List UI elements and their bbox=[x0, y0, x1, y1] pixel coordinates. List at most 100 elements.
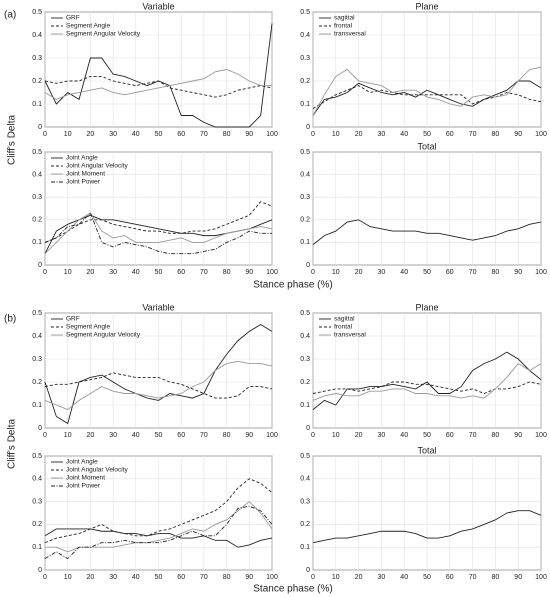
x-tick-label: 10 bbox=[64, 131, 72, 138]
x-tick-label: 100 bbox=[535, 269, 547, 276]
y-tick-label: 0.4 bbox=[32, 333, 42, 340]
y-tick-label: 0.1 bbox=[32, 402, 42, 409]
x-tick-label: 30 bbox=[378, 574, 386, 581]
y-tick-label: 0.4 bbox=[32, 476, 42, 483]
x-tick-label: 10 bbox=[64, 432, 72, 439]
y-tick-label: 0.4 bbox=[300, 333, 310, 340]
y-tick-label: 0.4 bbox=[300, 476, 310, 483]
x-tick-label: 0 bbox=[311, 131, 315, 138]
legend-label: Joint Angular Velocity bbox=[66, 467, 129, 474]
legend-label: Joint Moment bbox=[66, 171, 105, 178]
x-tick-label: 70 bbox=[200, 269, 208, 276]
x-tick-label: 0 bbox=[311, 432, 315, 439]
y-tick-label: 0 bbox=[38, 425, 42, 432]
series-line bbox=[44, 201, 273, 243]
chart-title: Variable bbox=[142, 302, 174, 312]
y-tick-label: 0.1 bbox=[32, 101, 42, 108]
legend-label: GRF bbox=[66, 15, 80, 22]
chart-title: Total bbox=[417, 445, 436, 455]
x-tick-label: 100 bbox=[266, 131, 278, 138]
x-tick-label: 30 bbox=[378, 269, 386, 276]
x-tick-label: 40 bbox=[132, 269, 140, 276]
y-tick-label: 0.3 bbox=[300, 194, 310, 201]
x-tick-label: 50 bbox=[423, 269, 431, 276]
y-tick-label: 0.4 bbox=[300, 171, 310, 178]
series-line bbox=[44, 212, 273, 255]
legend-label: GRF bbox=[66, 316, 80, 323]
x-tick-label: 50 bbox=[423, 574, 431, 581]
y-tick-label: 0.1 bbox=[32, 239, 42, 246]
x-tick-label: 90 bbox=[514, 269, 522, 276]
x-tick-label: 10 bbox=[332, 269, 340, 276]
x-tick-label: 100 bbox=[535, 432, 547, 439]
y-tick-label: 0.1 bbox=[300, 402, 310, 409]
y-tick-label: 0 bbox=[306, 425, 310, 432]
x-tick-label: 80 bbox=[492, 131, 500, 138]
x-tick-label: 40 bbox=[400, 432, 408, 439]
x-tick-label: 80 bbox=[492, 432, 500, 439]
x-tick-label: 60 bbox=[177, 269, 185, 276]
x-tick-label: 30 bbox=[109, 432, 117, 439]
panel-label: (a) bbox=[4, 10, 16, 21]
y-tick-label: 0.5 bbox=[300, 149, 310, 156]
y-tick-label: 0.5 bbox=[32, 149, 42, 156]
x-tick-label: 90 bbox=[514, 432, 522, 439]
x-tick-label: 60 bbox=[446, 269, 454, 276]
x-tick-label: 0 bbox=[43, 432, 47, 439]
x-tick-label: 50 bbox=[155, 432, 163, 439]
series-line bbox=[312, 66, 542, 116]
y-tick-label: 0.2 bbox=[32, 217, 42, 224]
y-tick-label: 0.3 bbox=[32, 356, 42, 363]
y-tick-label: 0.3 bbox=[32, 194, 42, 201]
legend-label: transversal bbox=[334, 31, 366, 38]
x-tick-label: 70 bbox=[200, 432, 208, 439]
series-line bbox=[44, 75, 273, 98]
x-tick-label: 50 bbox=[423, 432, 431, 439]
x-tick-label: 60 bbox=[446, 574, 454, 581]
x-tick-label: 100 bbox=[266, 432, 278, 439]
x-tick-label: 20 bbox=[87, 269, 95, 276]
legend-label: frontal bbox=[334, 23, 353, 30]
series-line bbox=[44, 69, 272, 100]
x-axis-label: Stance phase (%) bbox=[253, 584, 333, 595]
chart-title: Plane bbox=[415, 1, 438, 11]
y-tick-label: 0.3 bbox=[300, 356, 310, 363]
y-tick-label: 0.5 bbox=[300, 310, 310, 317]
y-tick-label: 0.1 bbox=[32, 544, 42, 551]
x-tick-label: 90 bbox=[245, 432, 253, 439]
x-tick-label: 20 bbox=[87, 432, 95, 439]
x-tick-label: 100 bbox=[535, 574, 547, 581]
x-tick-label: 90 bbox=[514, 574, 522, 581]
x-tick-label: 30 bbox=[109, 131, 117, 138]
series-line bbox=[44, 528, 273, 548]
x-tick-label: 40 bbox=[132, 432, 140, 439]
x-tick-label: 30 bbox=[109, 574, 117, 581]
x-tick-label: 70 bbox=[469, 131, 477, 138]
x-tick-label: 30 bbox=[378, 432, 386, 439]
x-tick-label: 0 bbox=[311, 269, 315, 276]
x-tick-label: 80 bbox=[492, 269, 500, 276]
x-tick-label: 90 bbox=[245, 131, 253, 138]
x-tick-label: 70 bbox=[200, 131, 208, 138]
x-tick-label: 80 bbox=[223, 574, 231, 581]
y-tick-label: 0.4 bbox=[32, 32, 42, 39]
legend-label: transversal bbox=[334, 332, 366, 339]
series-line bbox=[44, 212, 272, 255]
x-tick-label: 20 bbox=[87, 131, 95, 138]
x-tick-label: 40 bbox=[132, 574, 140, 581]
series-line bbox=[44, 372, 273, 399]
y-tick-label: 0.4 bbox=[32, 171, 42, 178]
chart-title: Plane bbox=[415, 302, 438, 312]
y-tick-label: 0 bbox=[306, 567, 310, 574]
y-tick-label: 0.3 bbox=[300, 55, 310, 62]
y-tick-label: 0 bbox=[38, 124, 42, 131]
legend-label: Joint Moment bbox=[66, 475, 105, 482]
x-tick-label: 50 bbox=[155, 131, 163, 138]
y-tick-label: 0.3 bbox=[300, 498, 310, 505]
x-tick-label: 100 bbox=[535, 131, 547, 138]
x-tick-label: 50 bbox=[155, 574, 163, 581]
legend-label: Joint Power bbox=[66, 179, 101, 186]
y-tick-label: 0 bbox=[38, 262, 42, 269]
y-tick-label: 0.5 bbox=[32, 9, 42, 16]
